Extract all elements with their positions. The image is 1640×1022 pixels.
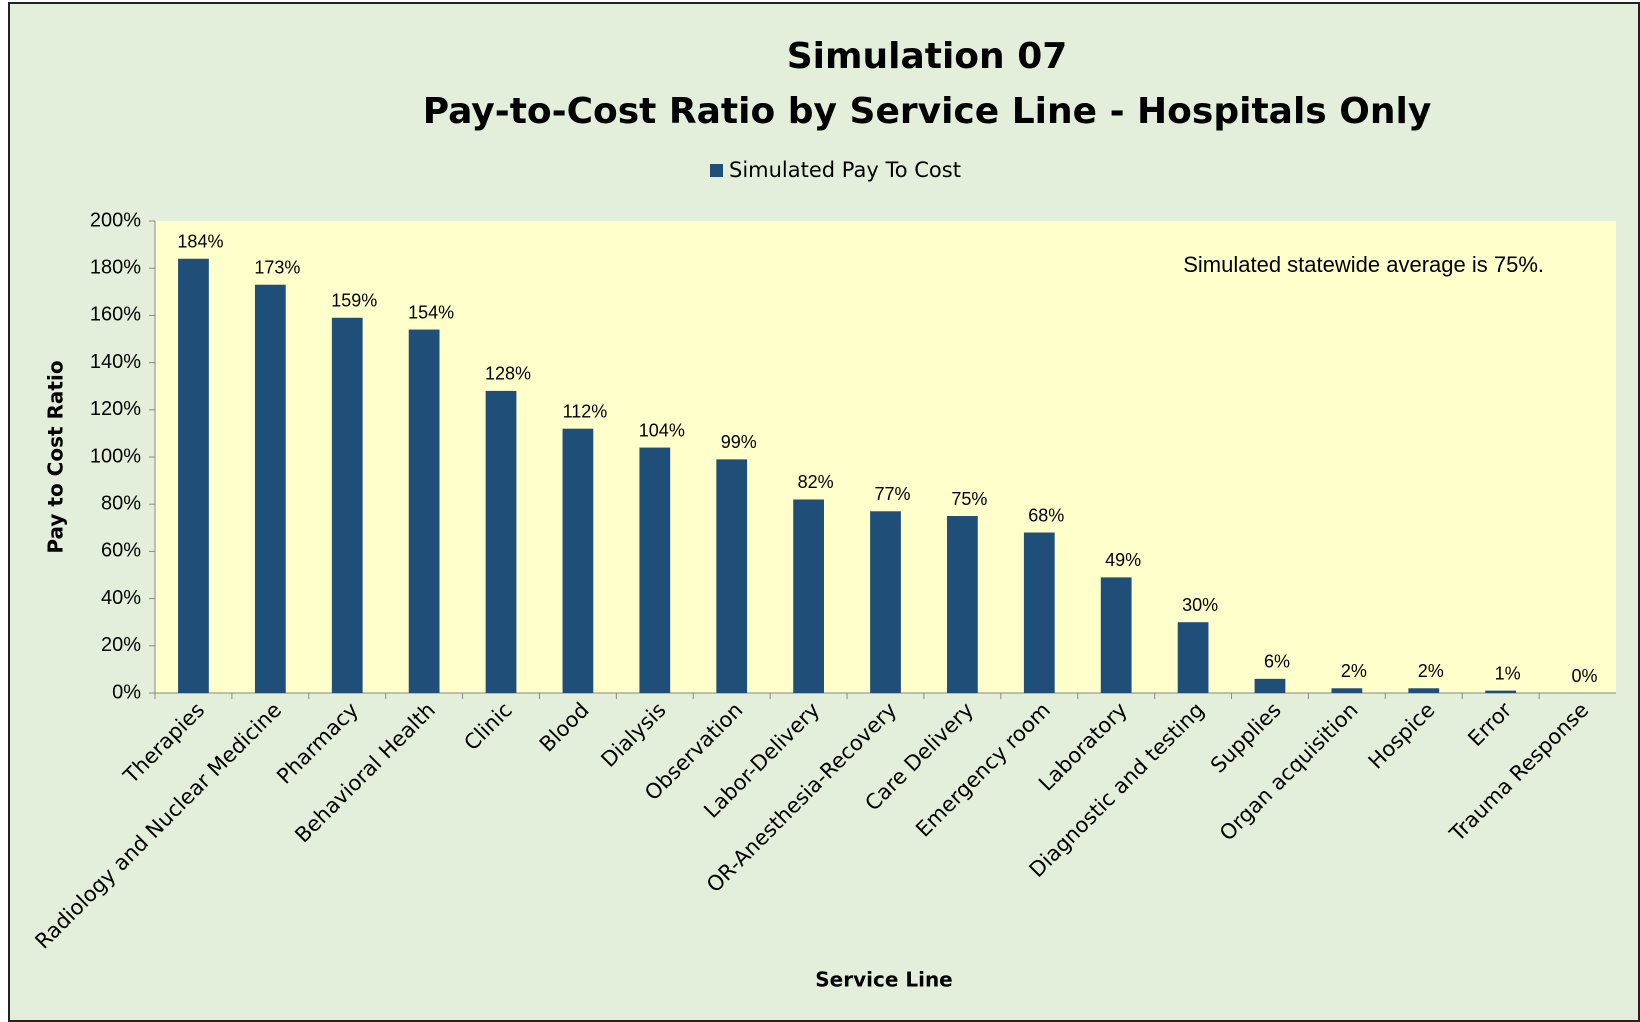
bar: [485, 390, 517, 693]
data-label: 154%: [408, 302, 454, 322]
data-label: 75%: [951, 489, 987, 509]
bar: [1485, 690, 1517, 693]
data-label: 82%: [798, 472, 834, 492]
data-label: 2%: [1341, 661, 1367, 681]
bar: [1408, 688, 1440, 693]
data-label: 99%: [721, 432, 757, 452]
bar: [254, 284, 286, 693]
y-tick-label: 140%: [90, 351, 141, 373]
y-tick-label: 180%: [90, 256, 141, 278]
data-label: 159%: [331, 291, 377, 311]
data-label: 128%: [485, 364, 531, 384]
bar: [716, 459, 748, 693]
bar: [947, 516, 978, 693]
data-label: 112%: [563, 401, 608, 421]
data-label: 173%: [254, 257, 300, 277]
bar: [408, 329, 440, 693]
bar: [331, 317, 363, 693]
y-axis-label: Pay to Cost Ratio: [44, 360, 68, 553]
legend-label: Simulated Pay To Cost: [729, 158, 961, 182]
y-tick-label: 80%: [101, 492, 141, 514]
y-tick-label: 120%: [90, 398, 141, 420]
chart-title: Simulation 07: [787, 36, 1068, 77]
data-label: 49%: [1105, 550, 1141, 570]
legend-swatch: [710, 164, 723, 177]
bar: [793, 499, 824, 693]
data-label: 2%: [1418, 661, 1444, 681]
bar: [1254, 678, 1286, 693]
bar: [562, 428, 594, 693]
x-axis-label: Service Line: [815, 968, 953, 992]
bar: [1177, 622, 1209, 693]
bar: [1100, 577, 1132, 693]
data-label: 6%: [1264, 652, 1290, 672]
chart-subtitle: Pay-to-Cost Ratio by Service Line - Hosp…: [423, 91, 1432, 132]
y-tick-label: 0%: [112, 681, 141, 703]
y-tick-label: 40%: [101, 587, 141, 609]
bar: [870, 511, 901, 693]
annotation: Simulated statewide average is 75%.: [1183, 252, 1544, 277]
data-label: 68%: [1028, 505, 1064, 525]
y-tick-label: 100%: [90, 445, 141, 467]
data-label: 184%: [177, 232, 223, 252]
y-tick-label: 200%: [90, 209, 141, 231]
bar: [1023, 532, 1055, 693]
bar: [639, 447, 671, 693]
data-label: 77%: [874, 484, 910, 504]
data-label: 104%: [639, 420, 685, 440]
y-tick-label: 60%: [101, 540, 141, 562]
data-label: 0%: [1572, 666, 1598, 686]
data-label: 1%: [1495, 663, 1521, 683]
y-tick-label: 20%: [101, 634, 141, 656]
y-tick-label: 160%: [90, 304, 141, 326]
data-label: 30%: [1182, 595, 1218, 615]
bar: [1331, 688, 1363, 693]
bar: [178, 258, 209, 693]
